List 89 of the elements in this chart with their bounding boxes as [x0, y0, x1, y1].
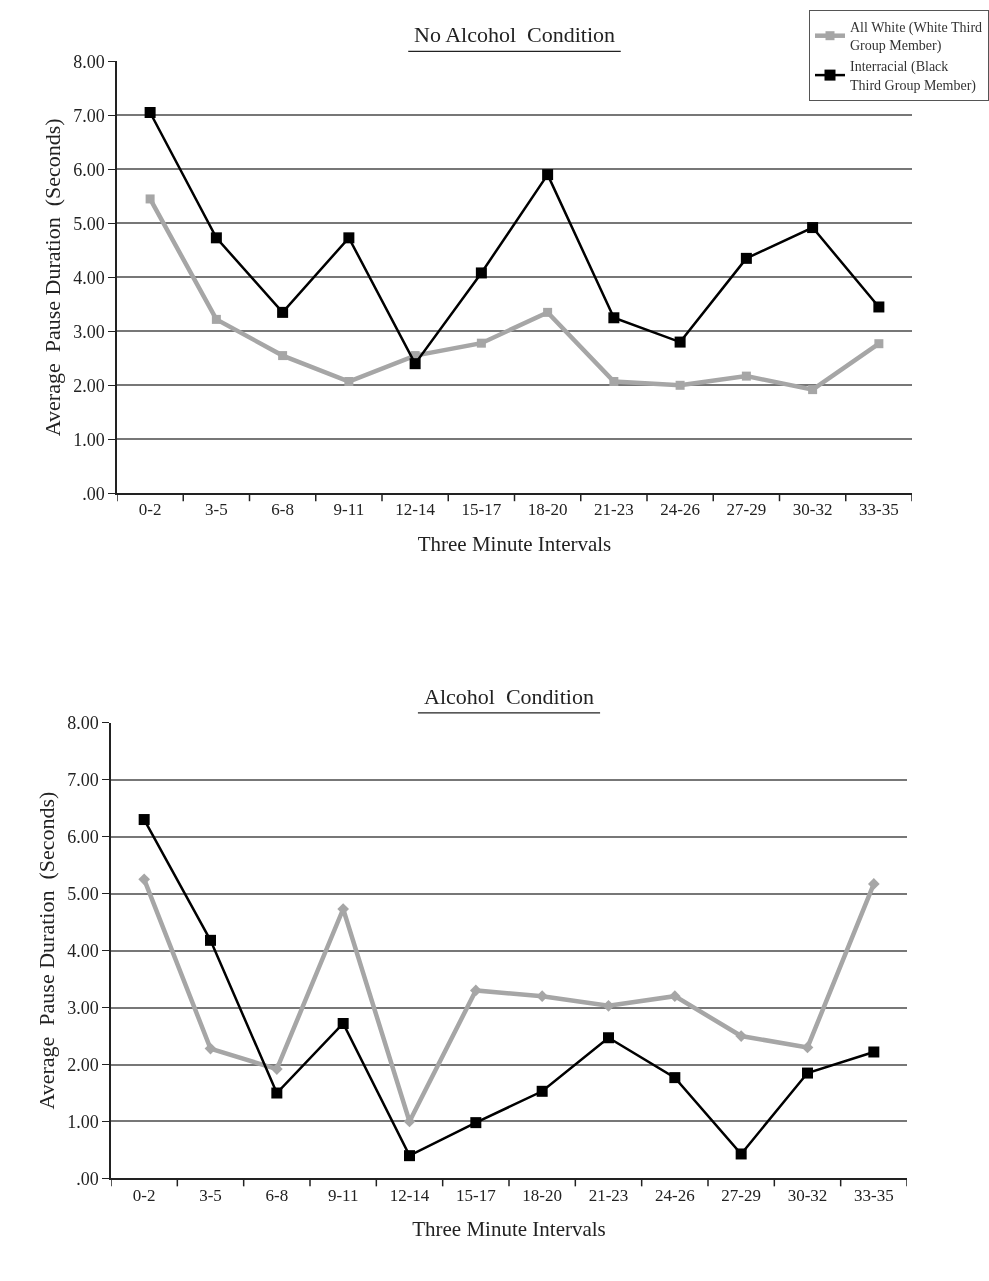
point: [536, 1085, 548, 1097]
x-tick-label: 18-20: [522, 1185, 563, 1205]
x-tick-label: 0-2: [138, 500, 162, 520]
point: [337, 1018, 349, 1030]
x-tick-label: 0-2: [132, 1185, 156, 1205]
y-tick-label: .00: [76, 1168, 99, 1189]
point: [867, 878, 880, 890]
point: [277, 306, 289, 318]
x-tick-label: 30-32: [787, 1185, 828, 1205]
x-tick-label: 6-8: [265, 1185, 289, 1205]
y-axis-title: Average Pause Duration (Seconds): [34, 791, 60, 1110]
x-tick-label: 33-35: [853, 1185, 894, 1205]
point: [211, 314, 221, 324]
point: [542, 169, 554, 181]
point: [735, 1148, 747, 1160]
y-axis-title: Average Pause Duration (Seconds): [40, 118, 66, 437]
point: [609, 377, 619, 387]
point: [476, 338, 486, 348]
point: [868, 1046, 880, 1058]
x-tick-label: 18-20: [527, 500, 568, 520]
point: [807, 222, 819, 234]
y-tick-label: 4.00: [67, 940, 99, 961]
x-tick-label: 21-23: [588, 1185, 629, 1205]
point: [270, 1063, 283, 1075]
x-tick-label: 24-26: [660, 500, 700, 520]
point: [344, 377, 354, 387]
x-tick-label: 12-14: [395, 500, 436, 520]
x-tick-label: 33-35: [859, 500, 899, 520]
point: [675, 380, 685, 390]
y-tick-label: 8.00: [67, 713, 99, 733]
y-tick-label: 1.00: [67, 1111, 99, 1132]
x-tick-label: 9-11: [327, 1185, 359, 1205]
point: [138, 814, 150, 826]
point: [674, 336, 686, 348]
x-tick-label: 27-29: [726, 500, 767, 520]
x-tick-label: 27-29: [721, 1185, 762, 1205]
x-tick-label: 3-5: [199, 1185, 222, 1205]
point: [475, 267, 487, 279]
point: [740, 252, 752, 264]
x-tick-label: 15-17: [461, 500, 502, 520]
chart-title: No Alcohol Condition: [414, 22, 616, 47]
point: [210, 232, 222, 244]
y-tick-label: 5.00: [67, 883, 99, 904]
point: [144, 107, 156, 119]
x-tick-label: 9-11: [333, 500, 365, 520]
y-tick-label: 7.00: [67, 769, 99, 790]
point: [669, 1072, 681, 1084]
point: [802, 1067, 813, 1079]
point: [145, 194, 155, 204]
y-tick-label: 5.00: [73, 213, 105, 234]
x-tick-label: 15-17: [455, 1185, 497, 1205]
point: [603, 1032, 614, 1044]
point: [608, 312, 620, 324]
point: [204, 1042, 217, 1055]
point: [271, 1087, 283, 1099]
x-tick-label: 12-14: [389, 1185, 430, 1205]
point: [873, 301, 885, 313]
x-tick-label: 21-23: [594, 500, 634, 520]
y-tick-label: 6.00: [67, 826, 99, 847]
y-tick-label: 1.00: [73, 429, 105, 450]
x-tick-label: 30-32: [792, 500, 833, 520]
point: [543, 307, 553, 317]
y-tick-label: .00: [82, 483, 105, 504]
x-axis-title: Three Minute Intervals: [417, 532, 612, 557]
y-tick-label: 8.00: [73, 51, 105, 72]
point: [343, 232, 355, 244]
y-tick-label: 6.00: [73, 159, 105, 180]
point: [404, 1150, 415, 1162]
legend-label: Interracial (Black Third Group Member): [850, 59, 977, 94]
y-tick-label: 2.00: [73, 375, 105, 396]
point: [138, 873, 151, 886]
point: [470, 1117, 482, 1129]
x-axis-title: Three Minute Intervals: [412, 1217, 606, 1242]
point: [278, 351, 288, 361]
y-tick-label: 4.00: [73, 267, 105, 288]
y-tick-label: 3.00: [67, 997, 99, 1018]
point: [205, 934, 216, 946]
legend-label: All White (White Third Group Member): [850, 20, 983, 55]
point: [874, 339, 884, 349]
point: [808, 385, 818, 395]
x-tick-label: 24-26: [654, 1185, 695, 1205]
point: [409, 358, 421, 370]
x-tick-label: 3-5: [205, 500, 228, 520]
y-tick-label: 3.00: [73, 321, 105, 342]
x-tick-label: 6-8: [271, 500, 294, 520]
chart-title: Alcohol Condition: [424, 684, 594, 709]
y-tick-label: 2.00: [67, 1054, 99, 1075]
point: [741, 371, 751, 381]
y-tick-label: 7.00: [73, 105, 105, 126]
